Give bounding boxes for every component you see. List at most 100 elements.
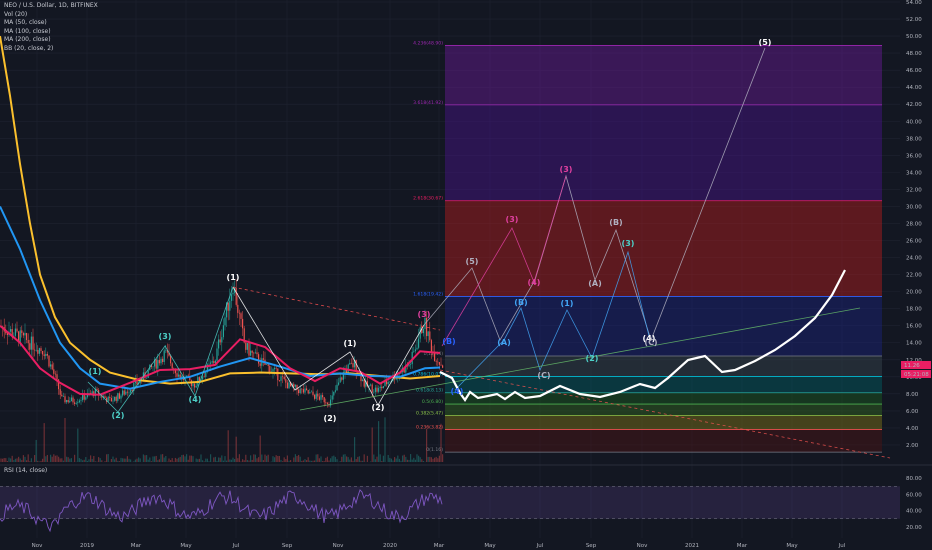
- volume-bar: [195, 458, 197, 462]
- volume-bar: [37, 460, 39, 462]
- candle-body: [251, 350, 253, 353]
- volume-bar: [178, 457, 180, 462]
- indicator-bb[interactable]: BB (20, close, 2): [4, 44, 54, 52]
- candle-body: [32, 336, 34, 350]
- volume-bar: [51, 456, 53, 462]
- volume-bar: [134, 459, 136, 462]
- volume-bar: [214, 456, 216, 462]
- indicator-vol[interactable]: Vol (20): [4, 10, 28, 18]
- price-axis[interactable]: 2.004.006.008.0010.0012.0014.0016.0018.0…: [900, 0, 932, 550]
- volume-bar: [323, 461, 325, 462]
- fib-label: 0(1.16): [426, 447, 443, 453]
- volume-bar: [243, 460, 245, 462]
- candle-body: [26, 333, 28, 341]
- candle-body: [144, 372, 146, 379]
- candle-body: [243, 328, 245, 343]
- volume-bar: [336, 459, 338, 462]
- volume-bar: [350, 457, 352, 462]
- candle-body: [43, 354, 45, 357]
- candle-body: [242, 318, 244, 329]
- candle-body: [427, 331, 429, 337]
- volume-bar: [246, 460, 248, 462]
- volume-bar: [379, 454, 381, 462]
- volume-bar: [147, 459, 149, 462]
- candle-body: [224, 317, 226, 326]
- time-axis[interactable]: Nov 2019 Mar May Jul Sep Nov 2020 Mar May Jul Sep No…: [0, 538, 932, 550]
- volume-bar: [306, 460, 308, 462]
- volume-bar: [53, 454, 55, 462]
- volume-bar: [120, 457, 122, 462]
- candle-body: [10, 329, 12, 332]
- candlesticks: [0, 279, 444, 408]
- time-tick: Mar: [131, 543, 142, 549]
- volume-bar: [322, 461, 324, 462]
- fib-zone: [445, 415, 882, 430]
- volume-bar: [288, 460, 290, 462]
- indicator-ma50[interactable]: MA (50, close): [4, 19, 47, 27]
- candle-body: [330, 399, 332, 406]
- volume-bar: [434, 457, 436, 462]
- volume-bar: [309, 460, 311, 462]
- rsi-panel: 20.00 40.00 60.00 80.00: [0, 464, 932, 533]
- volume-bar: [118, 461, 120, 462]
- volume-bar: [110, 459, 112, 462]
- candle-body: [258, 354, 260, 364]
- volume-bar: [168, 458, 170, 462]
- chart-legend: NEO / U.S. Dollar, 1D, BITFINEX Vol (20)…: [4, 2, 98, 54]
- volume-bar: [282, 461, 284, 462]
- candle-body: [371, 384, 373, 393]
- symbol-title[interactable]: NEO / U.S. Dollar, 1D, BITFINEX: [4, 2, 98, 9]
- volume-bar: [14, 458, 16, 462]
- candle-body: [368, 385, 370, 387]
- candle-body: [64, 396, 66, 403]
- candle-body: [106, 397, 108, 402]
- volume-bar: [35, 439, 37, 462]
- candle-body: [227, 302, 229, 311]
- time-tick: 2019: [80, 543, 94, 549]
- candle-body: [46, 353, 48, 356]
- volume-bar: [104, 461, 106, 462]
- rsi-tick: 20.00: [906, 525, 922, 531]
- volume-bar: [344, 454, 346, 462]
- indicator-ma200[interactable]: MA (200, close): [4, 36, 51, 44]
- candle-body: [120, 395, 122, 399]
- candle-body: [192, 383, 194, 387]
- candle-body: [66, 400, 68, 403]
- candle-body: [403, 367, 405, 373]
- candle-body: [414, 349, 416, 352]
- volume-bar: [317, 454, 319, 462]
- volume-bar: [5, 458, 7, 462]
- indicator-ma100[interactable]: MA (100, close): [4, 27, 51, 35]
- candle-body: [298, 389, 300, 394]
- candle-body: [323, 397, 325, 403]
- candle-body: [162, 358, 164, 363]
- volume-bar: [122, 458, 124, 462]
- price-tick: 28.00: [906, 221, 922, 227]
- wave-projection-line: [439, 369, 891, 459]
- candle-body: [286, 382, 288, 389]
- candle-body: [419, 327, 421, 339]
- volume-bar: [2, 458, 4, 462]
- candle-body: [118, 393, 120, 399]
- volume-bar: [267, 454, 269, 462]
- candle-body: [75, 403, 77, 404]
- volume-bar: [142, 454, 144, 462]
- fib-label: 0.618(8.13): [416, 388, 443, 394]
- ma100-line: [0, 206, 441, 390]
- volume-bar: [74, 454, 76, 462]
- volume-bar: [149, 457, 151, 462]
- volume-bar: [59, 458, 61, 462]
- volume-bar: [275, 455, 277, 462]
- volume-bar: [198, 458, 200, 462]
- candle-body: [38, 348, 40, 354]
- candle-body: [410, 364, 412, 365]
- rsi-title[interactable]: RSI (14, close): [4, 467, 48, 474]
- price-tick: 52.00: [906, 17, 922, 23]
- candle-body: [213, 361, 215, 364]
- candle-body: [158, 360, 160, 364]
- volume-bar: [155, 455, 157, 462]
- volume-bar: [301, 460, 303, 462]
- candle-body: [34, 349, 36, 351]
- volume-bar: [413, 457, 415, 462]
